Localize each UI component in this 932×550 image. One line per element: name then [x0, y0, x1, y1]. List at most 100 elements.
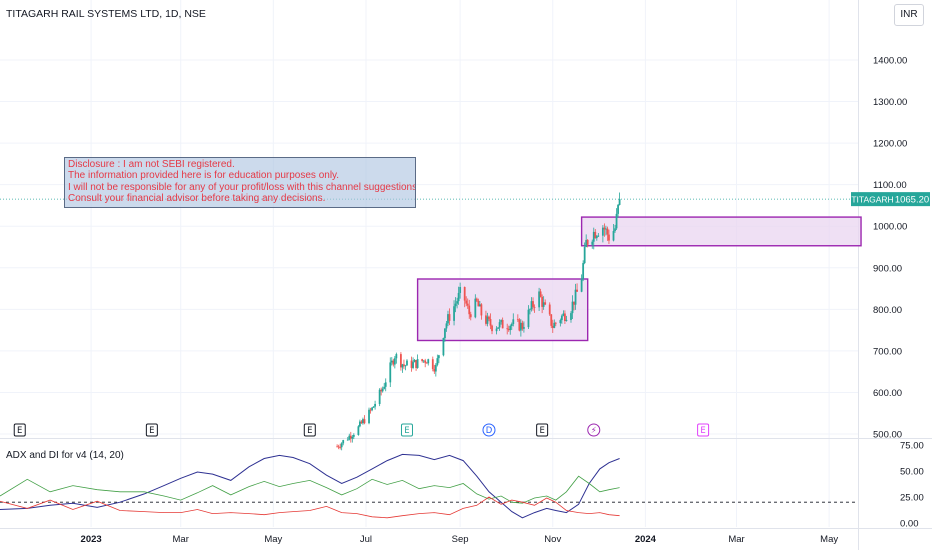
earnings-icon [400, 423, 413, 437]
time-tick-label: Nov [544, 534, 561, 545]
candle [532, 297, 534, 311]
candle-body [617, 204, 619, 214]
consolidation-box [416, 278, 589, 342]
adx-series-line [0, 475, 620, 504]
candle [393, 356, 396, 369]
disclaimer-line: Consult your financial advisor before ta… [68, 193, 326, 205]
event-marker[interactable]: E [697, 423, 710, 437]
candle [539, 288, 542, 298]
candle [585, 234, 588, 248]
candle-body [349, 435, 352, 439]
event-marker-label: E [700, 426, 705, 436]
candle [412, 357, 414, 370]
candle [384, 378, 387, 392]
candle [363, 415, 366, 425]
candle-body [477, 300, 480, 307]
candle-body [368, 409, 370, 424]
candle [562, 310, 565, 317]
disclaimer-line: Disclosure : I am not SEBI registered. [68, 159, 235, 170]
candle-body [457, 292, 460, 302]
candle [362, 417, 364, 425]
candle-body [618, 199, 621, 205]
time-tick-label: Mar [173, 534, 189, 545]
candle [433, 364, 436, 374]
currency-button[interactable]: INR [894, 4, 924, 26]
candle [542, 296, 545, 310]
candle-body [406, 360, 408, 366]
last-price-value: 1065.20 [895, 195, 929, 206]
candle-body [392, 360, 395, 365]
candle [413, 359, 416, 363]
event-marker[interactable]: ⚡ [587, 423, 601, 437]
candle [612, 223, 615, 242]
candle-body [369, 409, 372, 411]
event-marker[interactable]: E [400, 423, 413, 437]
candle-body [516, 319, 519, 321]
candle-body [554, 322, 557, 324]
event-marker[interactable]: E [145, 423, 158, 437]
candle [415, 359, 417, 371]
candle [560, 314, 563, 324]
candle [516, 314, 519, 323]
candle-body [444, 328, 446, 338]
candle-body [559, 320, 562, 324]
symbol-title: TITAGARH RAIL SYSTEMS LTD, 1D, NSE [6, 8, 206, 20]
candle [597, 232, 600, 238]
candle-body [336, 446, 339, 448]
event-marker[interactable]: E [303, 423, 316, 437]
candle-body [412, 362, 414, 368]
candle-body [378, 389, 381, 404]
candle [360, 420, 363, 424]
candle [617, 204, 619, 218]
earnings-icon [145, 423, 158, 437]
candle [403, 359, 405, 370]
candle-body [509, 325, 512, 331]
candle-body [404, 365, 407, 367]
candle-body [533, 306, 536, 308]
candle-body [421, 359, 424, 362]
candle [406, 359, 408, 366]
candle [497, 327, 499, 329]
candle [507, 325, 510, 332]
adx-tick-label: 50.00 [900, 467, 924, 478]
candle-body [541, 296, 544, 307]
candle [368, 407, 370, 425]
candle [348, 433, 351, 441]
ticker-badge [851, 192, 894, 207]
disclaimer-note: Disclosure : I am not SEBI registered. T… [64, 157, 416, 208]
ticker-badge-label: TITAGARH [851, 195, 893, 205]
candle [564, 310, 566, 324]
time-tick-label: Jul [360, 534, 372, 545]
candle-body [521, 322, 524, 329]
candle-body [346, 439, 349, 441]
candle [374, 400, 376, 410]
candle [512, 313, 515, 327]
candle [468, 299, 471, 319]
candle-body [548, 304, 551, 315]
candle [459, 282, 462, 299]
candle-body [553, 322, 556, 328]
candle-body [374, 403, 376, 407]
candle [594, 229, 597, 239]
candle-body [389, 362, 392, 383]
candle [491, 324, 493, 335]
candle-body [431, 359, 434, 370]
time-tick-label: Sep [452, 534, 469, 545]
candle-body [580, 278, 583, 292]
event-marker[interactable]: E [536, 423, 549, 437]
event-marker[interactable]: E [13, 423, 26, 437]
candle-body [612, 231, 615, 241]
candle [605, 225, 607, 236]
event-marker[interactable]: D [482, 423, 496, 437]
candle-body [551, 325, 554, 328]
candle [606, 226, 609, 241]
candle-body [360, 421, 363, 424]
candle [463, 286, 466, 308]
candle [601, 225, 604, 243]
candle-body [601, 227, 604, 236]
candle-body [416, 359, 419, 368]
candle [474, 294, 477, 319]
candle-body [573, 301, 575, 305]
candle-body [422, 360, 425, 362]
